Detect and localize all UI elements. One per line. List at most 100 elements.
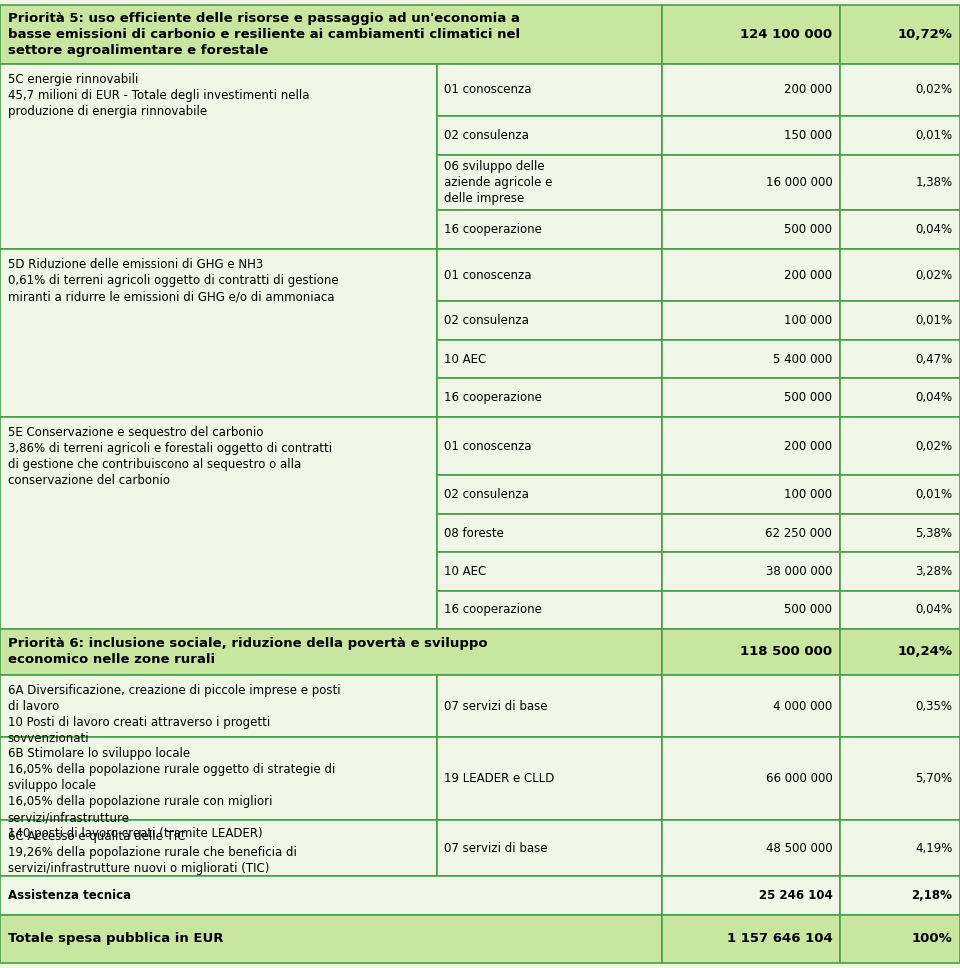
Bar [662,915,840,963]
Bar [840,5,960,64]
Bar [840,378,960,416]
Text: 0,02%: 0,02% [915,83,952,97]
Bar [840,475,960,514]
Text: 4 000 000: 4 000 000 [773,700,832,712]
Text: 06 sviluppo delle
aziende agricole e
delle imprese: 06 sviluppo delle aziende agricole e del… [444,160,553,205]
Bar [0,876,662,915]
Text: 10,24%: 10,24% [898,646,952,658]
Text: 38 000 000: 38 000 000 [766,565,832,578]
Text: 6A Diversificazione, creazione di piccole imprese e posti
di lavoro
10 Posti di : 6A Diversificazione, creazione di piccol… [8,684,340,745]
Bar [662,876,840,915]
Text: 10 AEC: 10 AEC [444,565,487,578]
Text: 5C energie rinnovabili
45,7 milioni di EUR - Totale degli investimenti nella
pro: 5C energie rinnovabili 45,7 milioni di E… [8,74,309,118]
Text: 08 foreste: 08 foreste [444,527,504,539]
Text: 4,19%: 4,19% [915,842,952,855]
Text: 3,28%: 3,28% [915,565,952,578]
Text: 0,04%: 0,04% [915,603,952,617]
Text: 02 consulenza: 02 consulenza [444,488,529,501]
Text: 16 cooperazione: 16 cooperazione [444,223,542,236]
Text: 100 000: 100 000 [784,314,832,327]
Bar [437,675,662,738]
Bar [662,475,840,514]
Text: Priorità 6: inclusione sociale, riduzione della povertà e sviluppo
economico nel: Priorità 6: inclusione sociale, riduzion… [8,638,488,667]
Text: 500 000: 500 000 [784,391,832,404]
Bar [840,416,960,475]
Text: 48 500 000: 48 500 000 [766,842,832,855]
Bar [662,155,840,210]
Bar [0,64,437,249]
Text: 118 500 000: 118 500 000 [740,646,832,658]
Text: 02 consulenza: 02 consulenza [444,129,529,142]
Bar [662,116,840,155]
Text: 66 000 000: 66 000 000 [765,772,832,785]
Bar [840,675,960,738]
Bar [437,210,662,249]
Bar [662,301,840,340]
Bar [662,340,840,378]
Text: 5E Conservazione e sequestro del carbonio
3,86% di terreni agricoli e forestali : 5E Conservazione e sequestro del carboni… [8,426,332,487]
Bar [0,821,437,876]
Bar [0,738,437,821]
Text: 200 000: 200 000 [784,268,832,282]
Text: 0,02%: 0,02% [915,439,952,453]
Text: 01 conoscenza: 01 conoscenza [444,268,532,282]
Bar [662,514,840,553]
Text: 100%: 100% [912,932,952,946]
Bar [840,155,960,210]
Bar [437,301,662,340]
Bar [437,416,662,475]
Bar [0,915,662,963]
Bar [662,378,840,416]
Text: 07 servizi di base: 07 servizi di base [444,842,548,855]
Text: 500 000: 500 000 [784,603,832,617]
Text: 100 000: 100 000 [784,488,832,501]
Text: Priorità 5: uso efficiente delle risorse e passaggio ad un'economia a
basse emis: Priorità 5: uso efficiente delle risorse… [8,12,519,57]
Text: 62 250 000: 62 250 000 [765,527,832,539]
Bar [662,5,840,64]
Bar [662,249,840,301]
Bar [437,249,662,301]
Bar [437,514,662,553]
Text: 16 cooperazione: 16 cooperazione [444,391,542,404]
Bar [840,301,960,340]
Text: 19 LEADER e CLLD: 19 LEADER e CLLD [444,772,555,785]
Text: 500 000: 500 000 [784,223,832,236]
Bar [0,249,437,416]
Bar [437,378,662,416]
Bar [437,340,662,378]
Bar [662,416,840,475]
Bar [662,64,840,116]
Text: Assistenza tecnica: Assistenza tecnica [8,889,131,902]
Bar [662,590,840,629]
Bar [437,590,662,629]
Text: 0,01%: 0,01% [915,129,952,142]
Bar [662,629,840,675]
Text: 01 conoscenza: 01 conoscenza [444,439,532,453]
Text: 07 servizi di base: 07 servizi di base [444,700,548,712]
Text: 6C Accesso e qualità delle TIC
19,26% della popolazione rurale che beneficia di
: 6C Accesso e qualità delle TIC 19,26% de… [8,831,297,875]
Text: 124 100 000: 124 100 000 [740,28,832,41]
Bar [840,738,960,821]
Text: 16 000 000: 16 000 000 [765,176,832,189]
Bar [662,675,840,738]
Text: 25 246 104: 25 246 104 [758,889,832,902]
Bar [840,64,960,116]
Text: 0,01%: 0,01% [915,314,952,327]
Text: 10 AEC: 10 AEC [444,352,487,366]
Bar [437,475,662,514]
Bar [840,116,960,155]
Text: 1 157 646 104: 1 157 646 104 [727,932,832,946]
Text: 02 consulenza: 02 consulenza [444,314,529,327]
Text: 0,47%: 0,47% [915,352,952,366]
Bar [662,210,840,249]
Text: 200 000: 200 000 [784,83,832,97]
Text: 0,01%: 0,01% [915,488,952,501]
Bar [840,821,960,876]
Text: 01 conoscenza: 01 conoscenza [444,83,532,97]
Text: 0,35%: 0,35% [915,700,952,712]
Bar [0,629,662,675]
Bar [840,210,960,249]
Text: 6B Stimolare lo sviluppo locale
16,05% della popolazione rurale oggetto di strat: 6B Stimolare lo sviluppo locale 16,05% d… [8,747,335,840]
Text: 5D Riduzione delle emissioni di GHG e NH3
0,61% di terreni agricoli oggetto di c: 5D Riduzione delle emissioni di GHG e NH… [8,258,338,303]
Text: 5,38%: 5,38% [915,527,952,539]
